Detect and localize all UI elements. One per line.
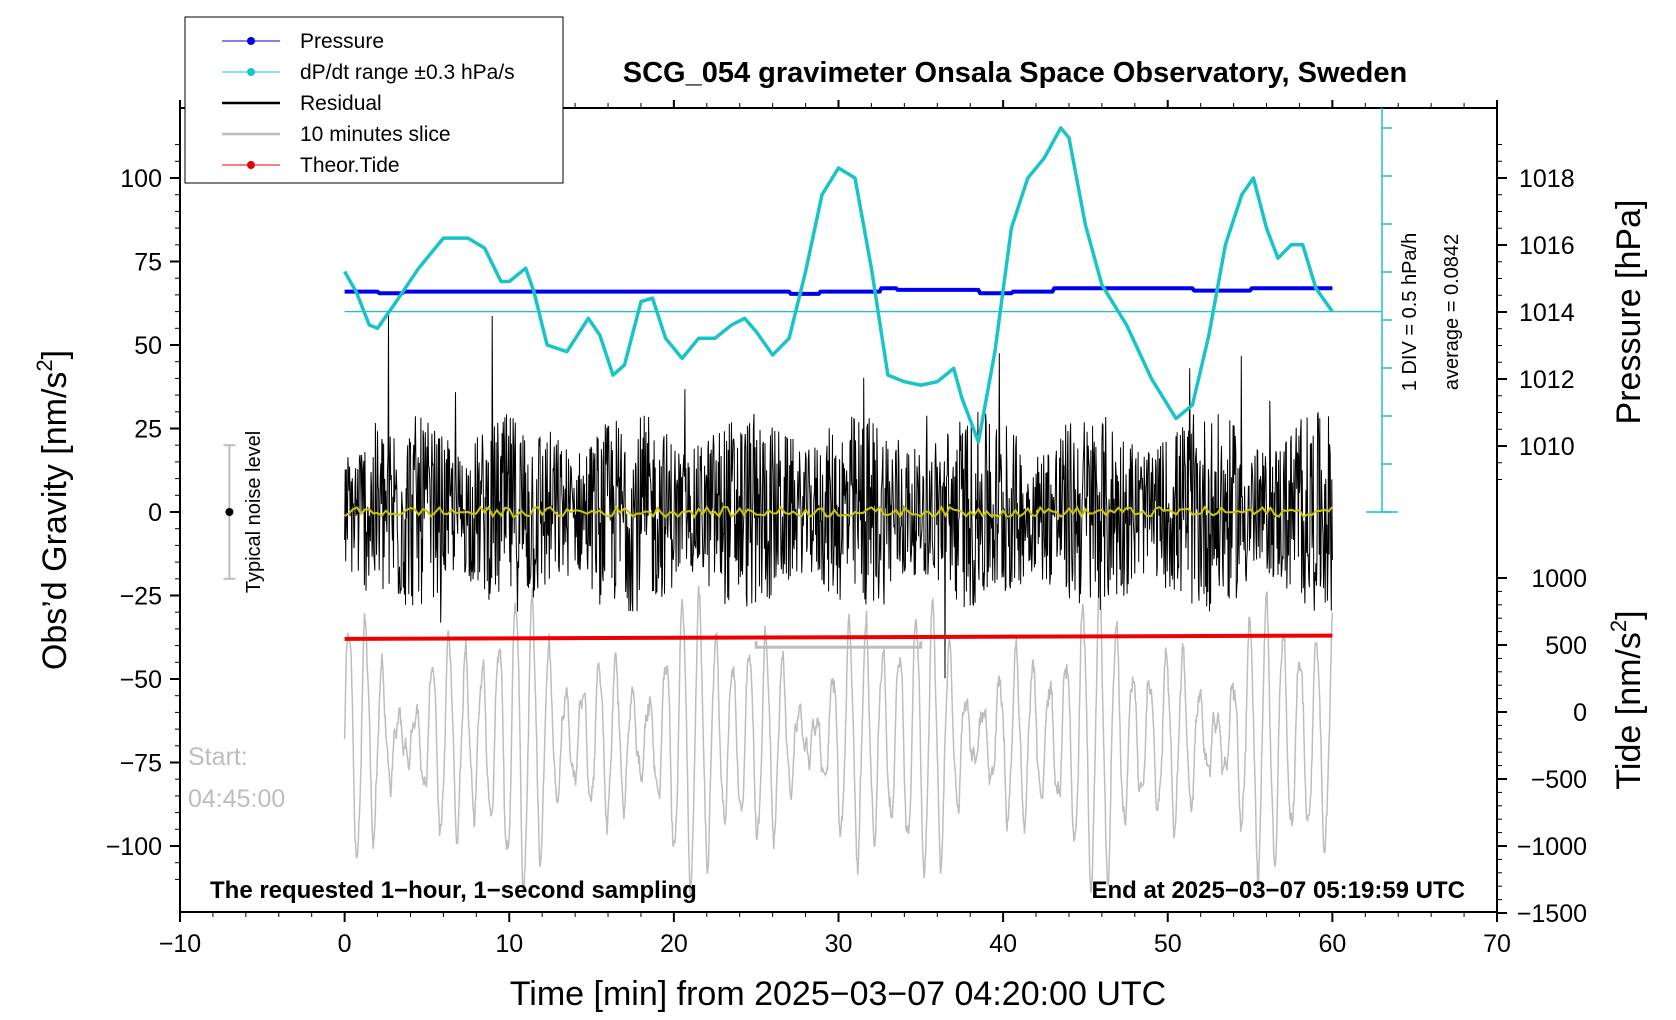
residual-series — [344, 315, 1333, 679]
slice-bracket-line — [754, 641, 923, 649]
noise-level-label: Typical noise level — [243, 431, 265, 593]
footer-right-note: End at 2025−03−07 05:19:59 UTC — [1091, 877, 1465, 904]
line-series — [343, 126, 1334, 641]
tide-tick-label: −500 — [1531, 766, 1587, 794]
y-axis-label-tide: Tide [nm/s2] — [1606, 610, 1648, 789]
noise-bar-dot — [225, 508, 234, 516]
legend-marker — [247, 37, 255, 45]
legend-label: Residual — [300, 92, 382, 115]
y-axis-label-pressure: Pressure [hPa] — [1610, 200, 1648, 425]
pressure-tick-label: 1010 — [1519, 433, 1575, 461]
pressure-tick-label: 1014 — [1519, 299, 1575, 327]
legend-label: Pressure — [300, 30, 384, 53]
x-tick-label: 0 — [338, 930, 352, 958]
x-tick-label: 60 — [1318, 930, 1346, 958]
pressure-tick-label: 1016 — [1519, 232, 1575, 260]
tide-tick-label: 500 — [1545, 632, 1587, 660]
tide-tick-label: 0 — [1573, 699, 1587, 727]
series-theor-tide — [344, 633, 1333, 641]
x-tick-label: 70 — [1483, 930, 1511, 958]
pressure-tick-label: 1018 — [1519, 165, 1575, 193]
dpdt-div-label: 1 DIV = 0.5 hPa/h — [1399, 233, 1421, 391]
y-tick-label: −25 — [120, 583, 162, 611]
x-tick-label: 30 — [825, 930, 853, 958]
tide-tick-label: 1000 — [1531, 565, 1587, 593]
y-tick-label: 0 — [148, 499, 162, 527]
pressure-tick-label: 1012 — [1519, 366, 1575, 394]
y-axis-label-superscript: 2 — [32, 359, 57, 371]
tide-tick-label: −1000 — [1517, 833, 1587, 861]
series-pressure — [344, 286, 1333, 296]
y-tick-label: 75 — [134, 249, 162, 277]
x-axis-ticks: −10 0 10 20 30 40 50 60 70 — [159, 100, 1511, 958]
slice-line — [343, 573, 1334, 896]
series-dp-dt — [343, 126, 1334, 444]
legend-label: dP/dt range ±0.3 hPa/s — [300, 61, 515, 84]
x-tick-label: 10 — [495, 930, 523, 958]
x-tick-label: 20 — [660, 930, 688, 958]
legend-marker — [247, 161, 255, 169]
slice-bracket — [754, 641, 923, 649]
y-tick-label: −100 — [106, 833, 162, 861]
tide-label-superscript: 2 — [1606, 620, 1631, 632]
footer-left-note: The requested 1−hour, 1−second sampling — [210, 877, 697, 904]
noise-level-bar — [223, 444, 236, 580]
y-tick-label: −75 — [120, 750, 162, 778]
residual-line — [344, 315, 1333, 679]
x-tick-label: 40 — [989, 930, 1017, 958]
chart-title: SCG_054 gravimeter Onsala Space Observat… — [623, 57, 1407, 89]
x-axis-label: Time [min] from 2025−03−07 04:20:00 UTC — [510, 975, 1166, 1013]
start-time-label: 04:45:00 — [188, 785, 285, 813]
y-axis-label-left: Obs’d Gravity [nm/s2] — [32, 350, 74, 670]
start-label: Start: — [188, 743, 248, 771]
x-tick-label: −10 — [159, 930, 201, 958]
x-tick-label: 50 — [1154, 930, 1182, 958]
dpdt-average-label: average = 0.0842 — [1441, 234, 1463, 390]
y-tick-label: −50 — [120, 666, 162, 694]
legend: Pressure dP/dt range ±0.3 hPa/s Residual 10… — [184, 16, 564, 184]
legend-entries: Pressure dP/dt range ±0.3 hPa/s Residual 10… — [222, 30, 515, 177]
residual-smoothed-line — [344, 505, 1334, 519]
ten-minute-slice-series — [343, 573, 1334, 896]
tide-axis-ticks: 1000 500 0 −500 −1000 −1500 — [1497, 565, 1587, 928]
y-tick-label: 100 — [120, 165, 162, 193]
y-tick-label: 25 — [134, 416, 162, 444]
y-axis-ticks: 100 75 50 25 0 −25 −50 −75 −100 — [106, 165, 180, 861]
residual-smoothed-series — [344, 505, 1334, 519]
legend-marker — [247, 68, 255, 76]
legend-box — [184, 16, 564, 184]
y-tick-label: 50 — [134, 332, 162, 360]
legend-label: 10 minutes slice — [300, 123, 451, 146]
legend-label: Theor.Tide — [300, 154, 400, 177]
pressure-axis-ticks: 1018 1016 1014 1012 1010 — [1497, 165, 1575, 461]
tide-tick-label: −1500 — [1517, 900, 1587, 928]
dpdt-scale-bar — [344, 108, 1398, 513]
